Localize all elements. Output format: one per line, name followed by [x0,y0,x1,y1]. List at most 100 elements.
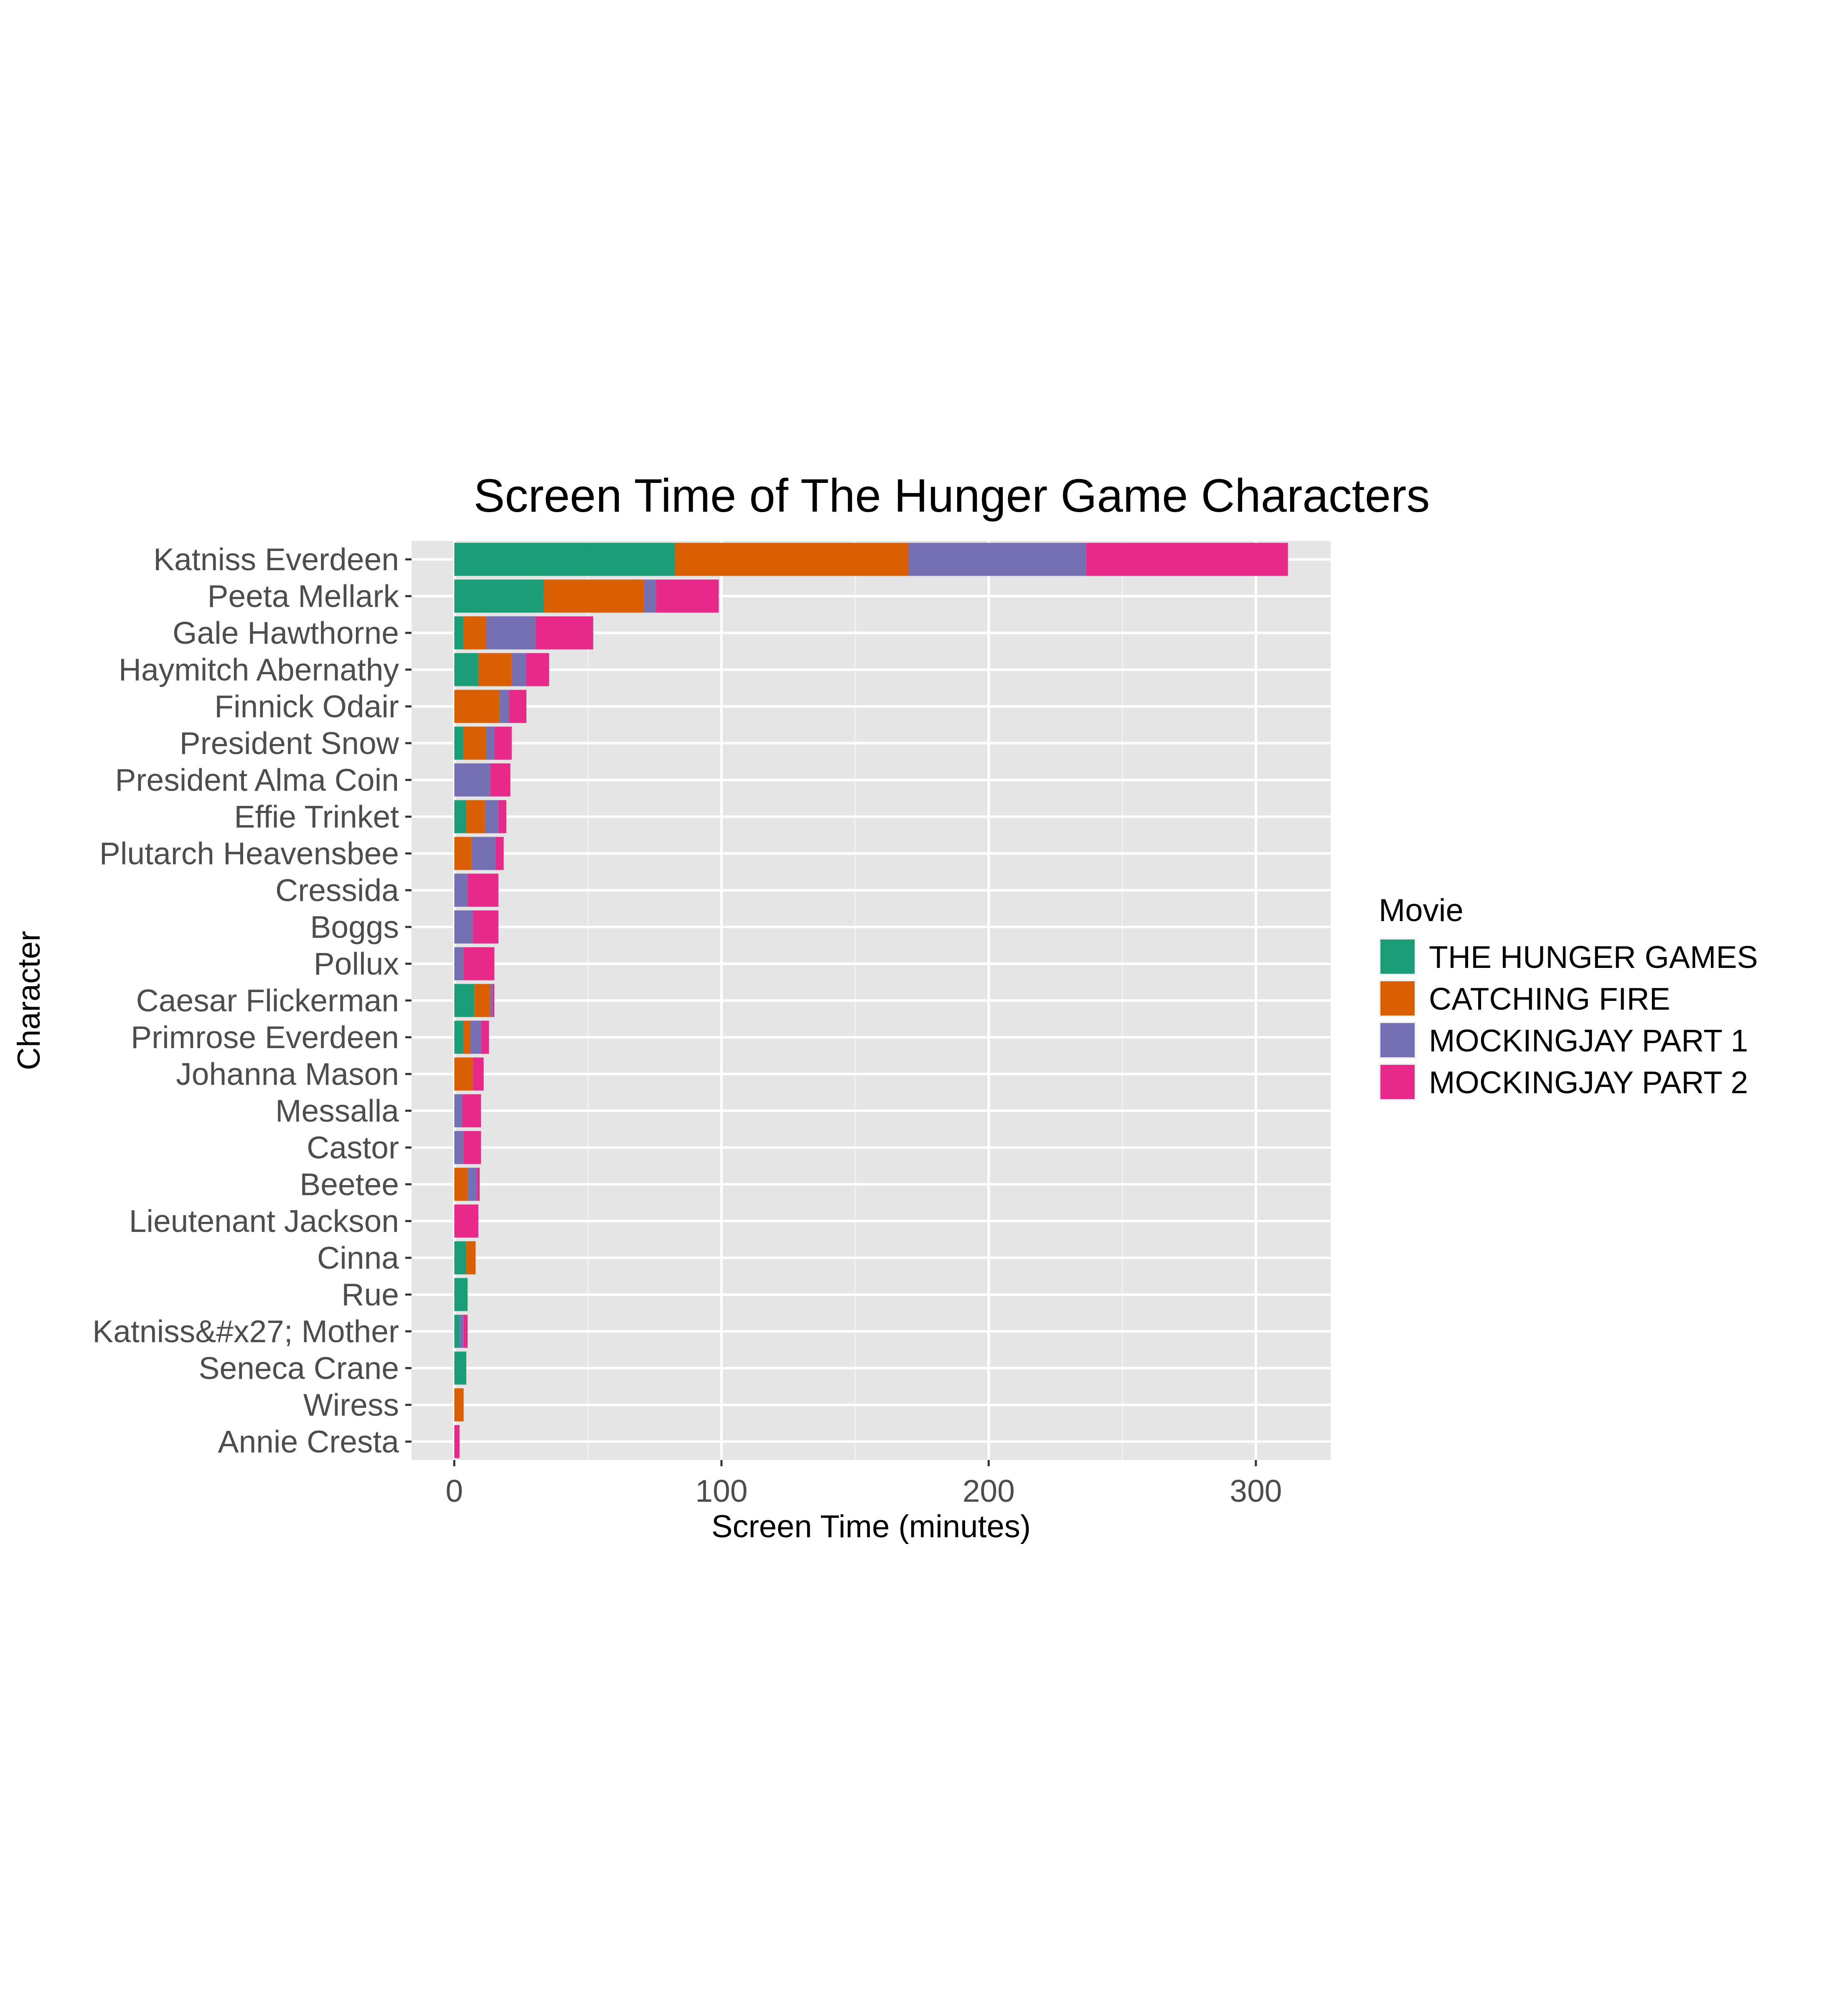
y-tick-label: Boggs [310,909,399,945]
bar-segment [471,837,496,870]
x-tick-label: 300 [1230,1473,1282,1508]
legend-swatch [1380,981,1415,1016]
bar-segment [463,1315,468,1348]
bar-segment [478,653,512,686]
bar-segment [463,616,487,650]
bar-segment [908,543,1086,576]
x-axis: 0 100 200 300 [445,1460,1282,1508]
y-tick-label: Rue [341,1277,399,1312]
bar-segment [460,1315,464,1348]
y-tick-label: Gale Hawthorne [173,615,399,650]
bars [454,543,1288,1458]
bar-segment [485,800,498,833]
legend-label: THE HUNGER GAMES [1429,939,1758,975]
y-tick-label: Katniss Everdeen [153,542,399,577]
bar-segment [544,579,644,613]
bar-segment [674,543,909,576]
bar-segment [454,1425,460,1458]
bar-segment [468,1168,477,1201]
bar-segment [454,653,478,686]
legend-swatch [1380,1023,1415,1057]
y-tick-label: Lieutenant Jackson [129,1204,399,1239]
bar-segment [454,690,500,723]
y-tick-label: Peeta Mellark [207,579,399,614]
bar-segment [454,1168,468,1201]
bar-segment [463,947,495,980]
bar-segment [454,616,464,650]
y-tick-label: Katniss&#x27; Mother [92,1314,399,1349]
bar-segment [454,1057,473,1091]
bar-segment [473,910,498,944]
bar-segment [481,1021,489,1054]
bar-segment [454,1315,460,1348]
bar-segment [473,1057,484,1091]
bar-segment [526,653,549,686]
x-axis-label: Screen Time (minutes) [712,1509,1031,1544]
bar-segment [462,1094,481,1127]
bar-segment [454,1278,468,1311]
bar-segment [454,910,473,944]
y-tick-label: President Alma Coin [115,762,399,797]
bar-segment [486,726,495,760]
bar-segment [490,984,493,1017]
bar-segment [468,873,498,907]
bar-segment [463,1021,470,1054]
legend-label: MOCKINGJAY PART 2 [1429,1065,1748,1100]
bar-segment [463,726,487,760]
bar-segment [490,763,511,797]
bar-segment [474,984,490,1017]
bar-segment [486,616,536,650]
legend: Movie THE HUNGER GAMES CATCHING FIRE MOCKI… [1379,893,1758,1101]
y-tick-label: Messalla [275,1093,399,1128]
y-tick-label: Primrose Everdeen [131,1020,399,1055]
legend-label: CATCHING FIRE [1429,981,1670,1016]
bar-segment [454,873,468,907]
bar-segment [454,947,464,980]
bar-segment [494,726,512,760]
bar-segment [454,726,464,760]
bar-segment [470,1021,481,1054]
bar-segment [454,837,472,870]
bar-segment [644,579,656,613]
legend-swatch [1380,939,1415,974]
bar-segment [454,1131,464,1164]
bar-segment [463,1131,481,1164]
legend-label: MOCKINGJAY PART 1 [1429,1023,1748,1058]
x-tick-label: 100 [695,1473,747,1508]
bar-segment [454,1241,467,1275]
bar-segment [498,800,507,833]
bar-segment [500,690,509,723]
bar-segment [536,616,593,650]
y-tick-label: Caesar Flickerman [136,983,399,1018]
bar-segment [454,984,475,1017]
y-tick-label: Cressida [275,873,399,908]
bar-segment [1086,543,1288,576]
y-tick-label: President Snow [180,726,399,761]
x-tick-label: 0 [445,1473,463,1508]
y-tick-label: Seneca Crane [199,1351,399,1386]
bar-segment [466,800,485,833]
bar-segment [454,1388,464,1422]
bar-segment [454,800,467,833]
y-tick-label: Haymitch Abernathy [119,652,399,687]
y-axis-label: Character [11,931,47,1070]
legend-swatch [1380,1065,1415,1099]
y-tick-label: Johanna Mason [176,1056,399,1092]
x-tick-label: 200 [963,1473,1015,1508]
y-tick-label: Annie Cresta [218,1424,399,1459]
legend-title: Movie [1379,893,1464,928]
bar-segment [454,579,544,613]
bar-segment [511,653,526,686]
y-tick-label: Plutarch Heavensbee [99,836,399,871]
bar-segment [466,1241,476,1275]
bar-segment [493,984,495,1017]
bar-segment [454,1204,478,1238]
bar-segment [477,1168,480,1201]
y-tick-label: Wiress [303,1387,399,1422]
chart-title: Screen Time of The Hunger Game Character… [474,470,1430,522]
bar-segment [656,579,719,613]
bar-segment [496,837,504,870]
y-tick-label: Beetee [300,1167,399,1202]
